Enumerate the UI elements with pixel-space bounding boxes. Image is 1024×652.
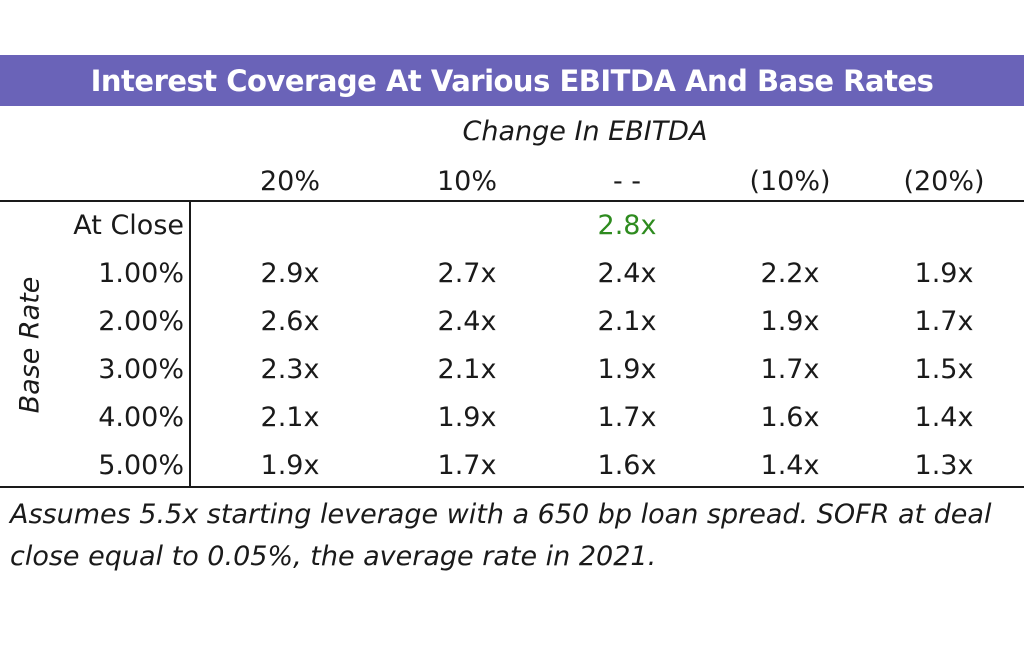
table-cell: 1.4x	[760, 450, 820, 481]
table-cell: 2.9x	[260, 258, 320, 289]
table-cell: 1.5x	[914, 354, 974, 385]
chart-title: Interest Coverage At Various EBITDA And …	[0, 55, 1024, 106]
column-header: (20%)	[903, 166, 985, 197]
column-header: 20%	[259, 166, 320, 197]
at-close-label: At Close	[73, 210, 184, 241]
row-label-divider	[189, 200, 191, 487]
row-axis-label: Base Rate	[14, 276, 46, 414]
table-cell: 2.4x	[437, 306, 497, 337]
table-cell: 1.9x	[260, 450, 320, 481]
table-cell: 2.7x	[437, 258, 497, 289]
table-cell: 2.1x	[260, 402, 320, 433]
header-divider	[0, 200, 1024, 202]
table-cell: 1.6x	[597, 450, 657, 481]
table-cell: 2.1x	[597, 306, 657, 337]
table-cell: 2.3x	[260, 354, 320, 385]
footnote: Assumes 5.5x starting leverage with a 65…	[10, 499, 992, 572]
footer-divider	[0, 486, 1024, 488]
table-cell: 1.4x	[914, 402, 974, 433]
table-cell: 2.4x	[597, 258, 657, 289]
table-cell: 1.7x	[760, 354, 820, 385]
table-cell: 1.9x	[597, 354, 657, 385]
table-cell: 1.9x	[437, 402, 497, 433]
row-label: 2.00%	[98, 306, 184, 337]
table-cell: 1.7x	[914, 306, 974, 337]
row-label: 1.00%	[98, 258, 184, 289]
table-cell: 2.1x	[437, 354, 497, 385]
at-close-value: 2.8x	[597, 210, 657, 241]
column-header: (10%)	[749, 166, 831, 197]
table-cell: 1.9x	[760, 306, 820, 337]
table-cell: 1.7x	[437, 450, 497, 481]
table-cell: 2.2x	[760, 258, 820, 289]
table-cell: 2.6x	[260, 306, 320, 337]
row-label: 3.00%	[98, 354, 184, 385]
row-label: 4.00%	[98, 402, 184, 433]
row-label: 5.00%	[98, 450, 184, 481]
column-header: 10%	[436, 166, 497, 197]
table-cell: 1.3x	[914, 450, 974, 481]
table-cell: 1.6x	[760, 402, 820, 433]
column-header: - -	[612, 166, 642, 197]
table-cell: 1.9x	[914, 258, 974, 289]
table-cell: 1.7x	[597, 402, 657, 433]
column-group-label: Change In EBITDA	[462, 116, 708, 147]
